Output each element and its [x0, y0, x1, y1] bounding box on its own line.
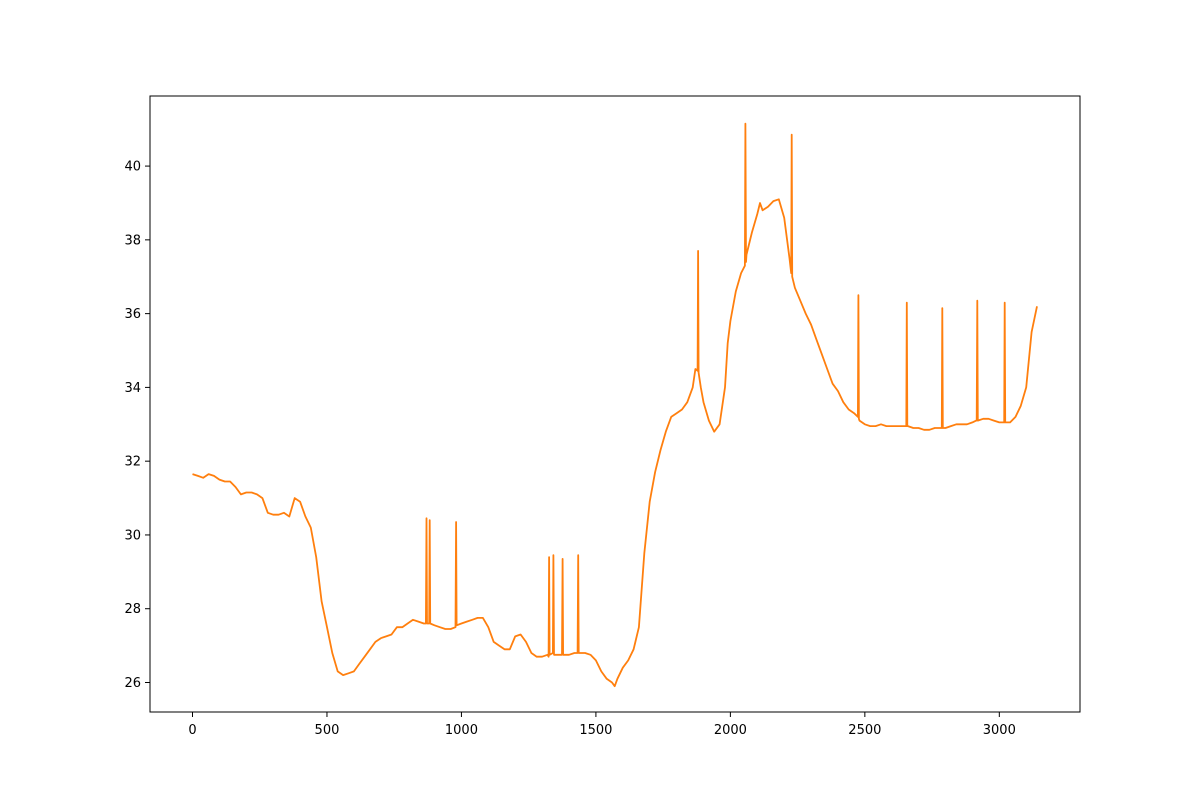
x-tick-label: 2500 — [848, 723, 881, 738]
y-tick-label: 36 — [124, 307, 141, 322]
y-tick-label: 40 — [124, 160, 141, 175]
axes-frame — [149, 95, 1081, 713]
y-tick-label: 28 — [124, 602, 141, 617]
y-axis: 26 28 30 32 34 36 38 40 — [124, 160, 150, 691]
plot-area — [192, 122, 1038, 688]
x-tick-label: 1500 — [579, 723, 612, 738]
x-tick-label: 2000 — [714, 723, 747, 738]
data-series-line — [192, 122, 1038, 688]
x-axis: 0 500 1000 1500 2000 2500 3000 — [188, 712, 1016, 738]
y-tick-label: 26 — [124, 676, 141, 691]
y-tick-label: 38 — [124, 233, 141, 248]
y-tick-label: 32 — [124, 455, 141, 470]
x-tick-label: 500 — [315, 723, 340, 738]
y-tick-label: 30 — [124, 528, 141, 543]
x-tick-label: 3000 — [983, 723, 1016, 738]
y-tick-label: 34 — [124, 381, 141, 396]
x-tick-label: 1000 — [445, 723, 478, 738]
x-tick-label: 0 — [188, 723, 196, 738]
